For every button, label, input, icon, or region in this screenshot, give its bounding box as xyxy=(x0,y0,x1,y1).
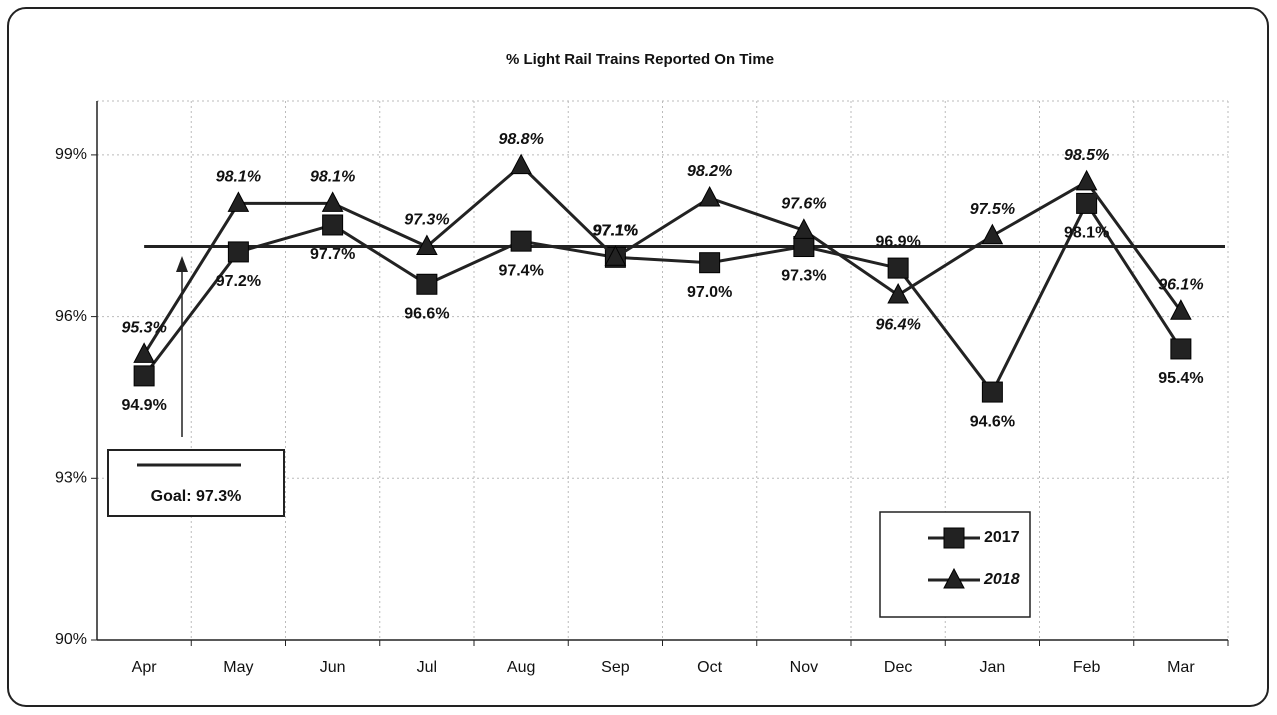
data-label: 98.1% xyxy=(310,169,355,186)
marker-square xyxy=(322,214,344,236)
data-label: 97.1% xyxy=(593,223,638,240)
data-label: 94.9% xyxy=(121,397,166,414)
marker-triangle xyxy=(416,234,438,256)
marker-triangle xyxy=(604,245,627,266)
data-label: 97.2% xyxy=(216,273,261,290)
series-line xyxy=(142,200,1183,395)
y-tick-label: 96% xyxy=(55,308,87,325)
data-label: 97.1% xyxy=(593,223,638,240)
goal-label: Goal: 97.3% xyxy=(151,488,242,505)
data-label: 97.3% xyxy=(781,268,826,285)
x-tick-label: Jan xyxy=(979,659,1005,676)
y-tick-label: 90% xyxy=(55,631,87,648)
marker-triangle xyxy=(887,282,909,304)
chart-title: % Light Rail Trains Reported On Time xyxy=(506,51,774,68)
marker-square xyxy=(887,257,909,279)
marker-triangle xyxy=(1075,169,1098,191)
data-label: 95.4% xyxy=(1158,370,1203,387)
marker-square xyxy=(1170,338,1192,360)
marker-square xyxy=(510,230,532,252)
marker-triangle xyxy=(321,191,344,212)
marker-triangle xyxy=(133,342,155,363)
marker-square xyxy=(133,365,155,387)
data-label: 97.5% xyxy=(970,201,1015,218)
data-label: 98.8% xyxy=(498,131,543,148)
marker-triangle xyxy=(981,223,1004,245)
x-tick-label: May xyxy=(223,659,253,676)
marker-square xyxy=(943,527,965,549)
x-tick-label: Apr xyxy=(132,659,158,676)
goal-arrowhead xyxy=(176,256,188,272)
data-label: 94.6% xyxy=(970,413,1015,430)
marker-square xyxy=(699,252,721,274)
marker-triangle xyxy=(1170,299,1192,320)
data-label: 98.5% xyxy=(1064,147,1109,164)
marker-square xyxy=(793,236,815,258)
x-tick-label: Jun xyxy=(320,659,346,676)
marker-square xyxy=(227,241,249,263)
data-label: 98.1% xyxy=(1064,225,1109,242)
data-label: 97.6% xyxy=(781,196,826,213)
data-label: 96.4% xyxy=(875,316,920,333)
data-label: 97.4% xyxy=(498,262,543,279)
goal-box xyxy=(107,449,285,517)
series-line xyxy=(142,163,1183,356)
marker-triangle xyxy=(943,567,965,589)
marker-square xyxy=(981,381,1003,403)
x-tick-label: Nov xyxy=(790,659,818,676)
y-tick-label: 93% xyxy=(55,470,87,487)
data-label: 95.3% xyxy=(121,320,166,337)
marker-triangle xyxy=(227,191,250,212)
x-tick-label: Aug xyxy=(507,659,535,676)
marker-square xyxy=(416,273,438,295)
marker-square xyxy=(1076,192,1098,214)
x-tick-label: Dec xyxy=(884,659,912,676)
data-label: 98.2% xyxy=(687,163,732,180)
legend-label: 2017 xyxy=(984,529,1020,546)
x-tick-label: Oct xyxy=(697,659,722,676)
data-label: 96.6% xyxy=(404,305,449,322)
data-label: 96.1% xyxy=(1158,276,1203,293)
marker-triangle xyxy=(793,218,815,239)
legend-label: 2018 xyxy=(983,571,1020,588)
x-tick-label: Feb xyxy=(1073,659,1101,676)
data-label: 98.1% xyxy=(216,169,261,186)
data-label: 96.9% xyxy=(875,233,920,250)
x-tick-label: Sep xyxy=(601,659,630,676)
marker-triangle xyxy=(698,185,721,207)
marker-triangle xyxy=(510,153,532,175)
x-tick-label: Jul xyxy=(417,659,437,676)
data-label: 97.3% xyxy=(404,212,449,229)
x-tick-label: Mar xyxy=(1167,659,1195,676)
data-label: 97.7% xyxy=(310,246,355,263)
data-label: 97.0% xyxy=(687,284,732,301)
frame xyxy=(7,7,1269,707)
y-tick-label: 99% xyxy=(55,146,87,163)
